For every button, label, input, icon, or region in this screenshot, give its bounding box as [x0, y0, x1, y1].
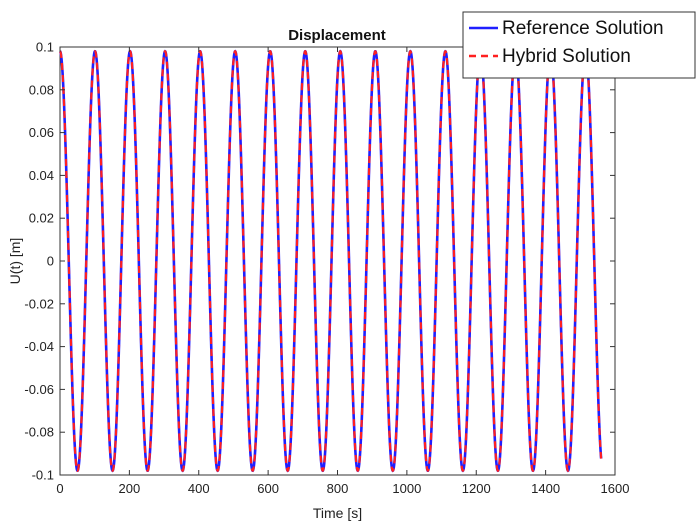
- x-tick-label: 800: [327, 481, 349, 496]
- y-tick-label: -0.1: [32, 468, 54, 483]
- x-tick-label: 200: [119, 481, 141, 496]
- x-tick-label: 400: [188, 481, 210, 496]
- x-tick-label: 1400: [531, 481, 560, 496]
- chart-title: Displacement: [288, 27, 386, 44]
- x-tick-label: 1000: [392, 481, 421, 496]
- x-axis-ticks: 0 200 400 600 800 1000 1200 1400 1600: [56, 47, 629, 496]
- x-tick-label: 0: [56, 481, 63, 496]
- y-tick-label: -0.04: [24, 339, 54, 354]
- y-tick-label: 0.1: [36, 40, 54, 55]
- y-axis-ticks: -0.1 -0.08 -0.06 -0.04 -0.02 0 0.02 0.04 0.06 0.0…: [24, 40, 615, 483]
- x-tick-label: 1600: [601, 481, 630, 496]
- y-axis-label: U(t) [m]: [7, 238, 23, 285]
- y-tick-label: 0: [47, 254, 54, 269]
- legend: Reference Solution Hybrid Solution: [462, 11, 696, 79]
- series-layer: [59, 49, 603, 473]
- y-tick-label: 0.02: [29, 211, 54, 226]
- y-tick-label: -0.08: [24, 425, 54, 440]
- y-tick-label: -0.06: [24, 382, 54, 397]
- legend-box: [462, 11, 696, 79]
- x-tick-label: 600: [257, 481, 279, 496]
- y-tick-label: 0.08: [29, 82, 54, 97]
- legend-label-hybrid: Hybrid Solution: [502, 46, 631, 67]
- legend-label-reference: Reference Solution: [502, 18, 664, 39]
- series-line-hybrid: [59, 49, 603, 473]
- y-tick-label: 0.06: [29, 125, 54, 140]
- x-tick-label: 1200: [462, 481, 491, 496]
- y-tick-label: 0.04: [29, 168, 54, 183]
- y-tick-label: -0.02: [24, 296, 54, 311]
- x-axis-label: Time [s]: [313, 505, 362, 521]
